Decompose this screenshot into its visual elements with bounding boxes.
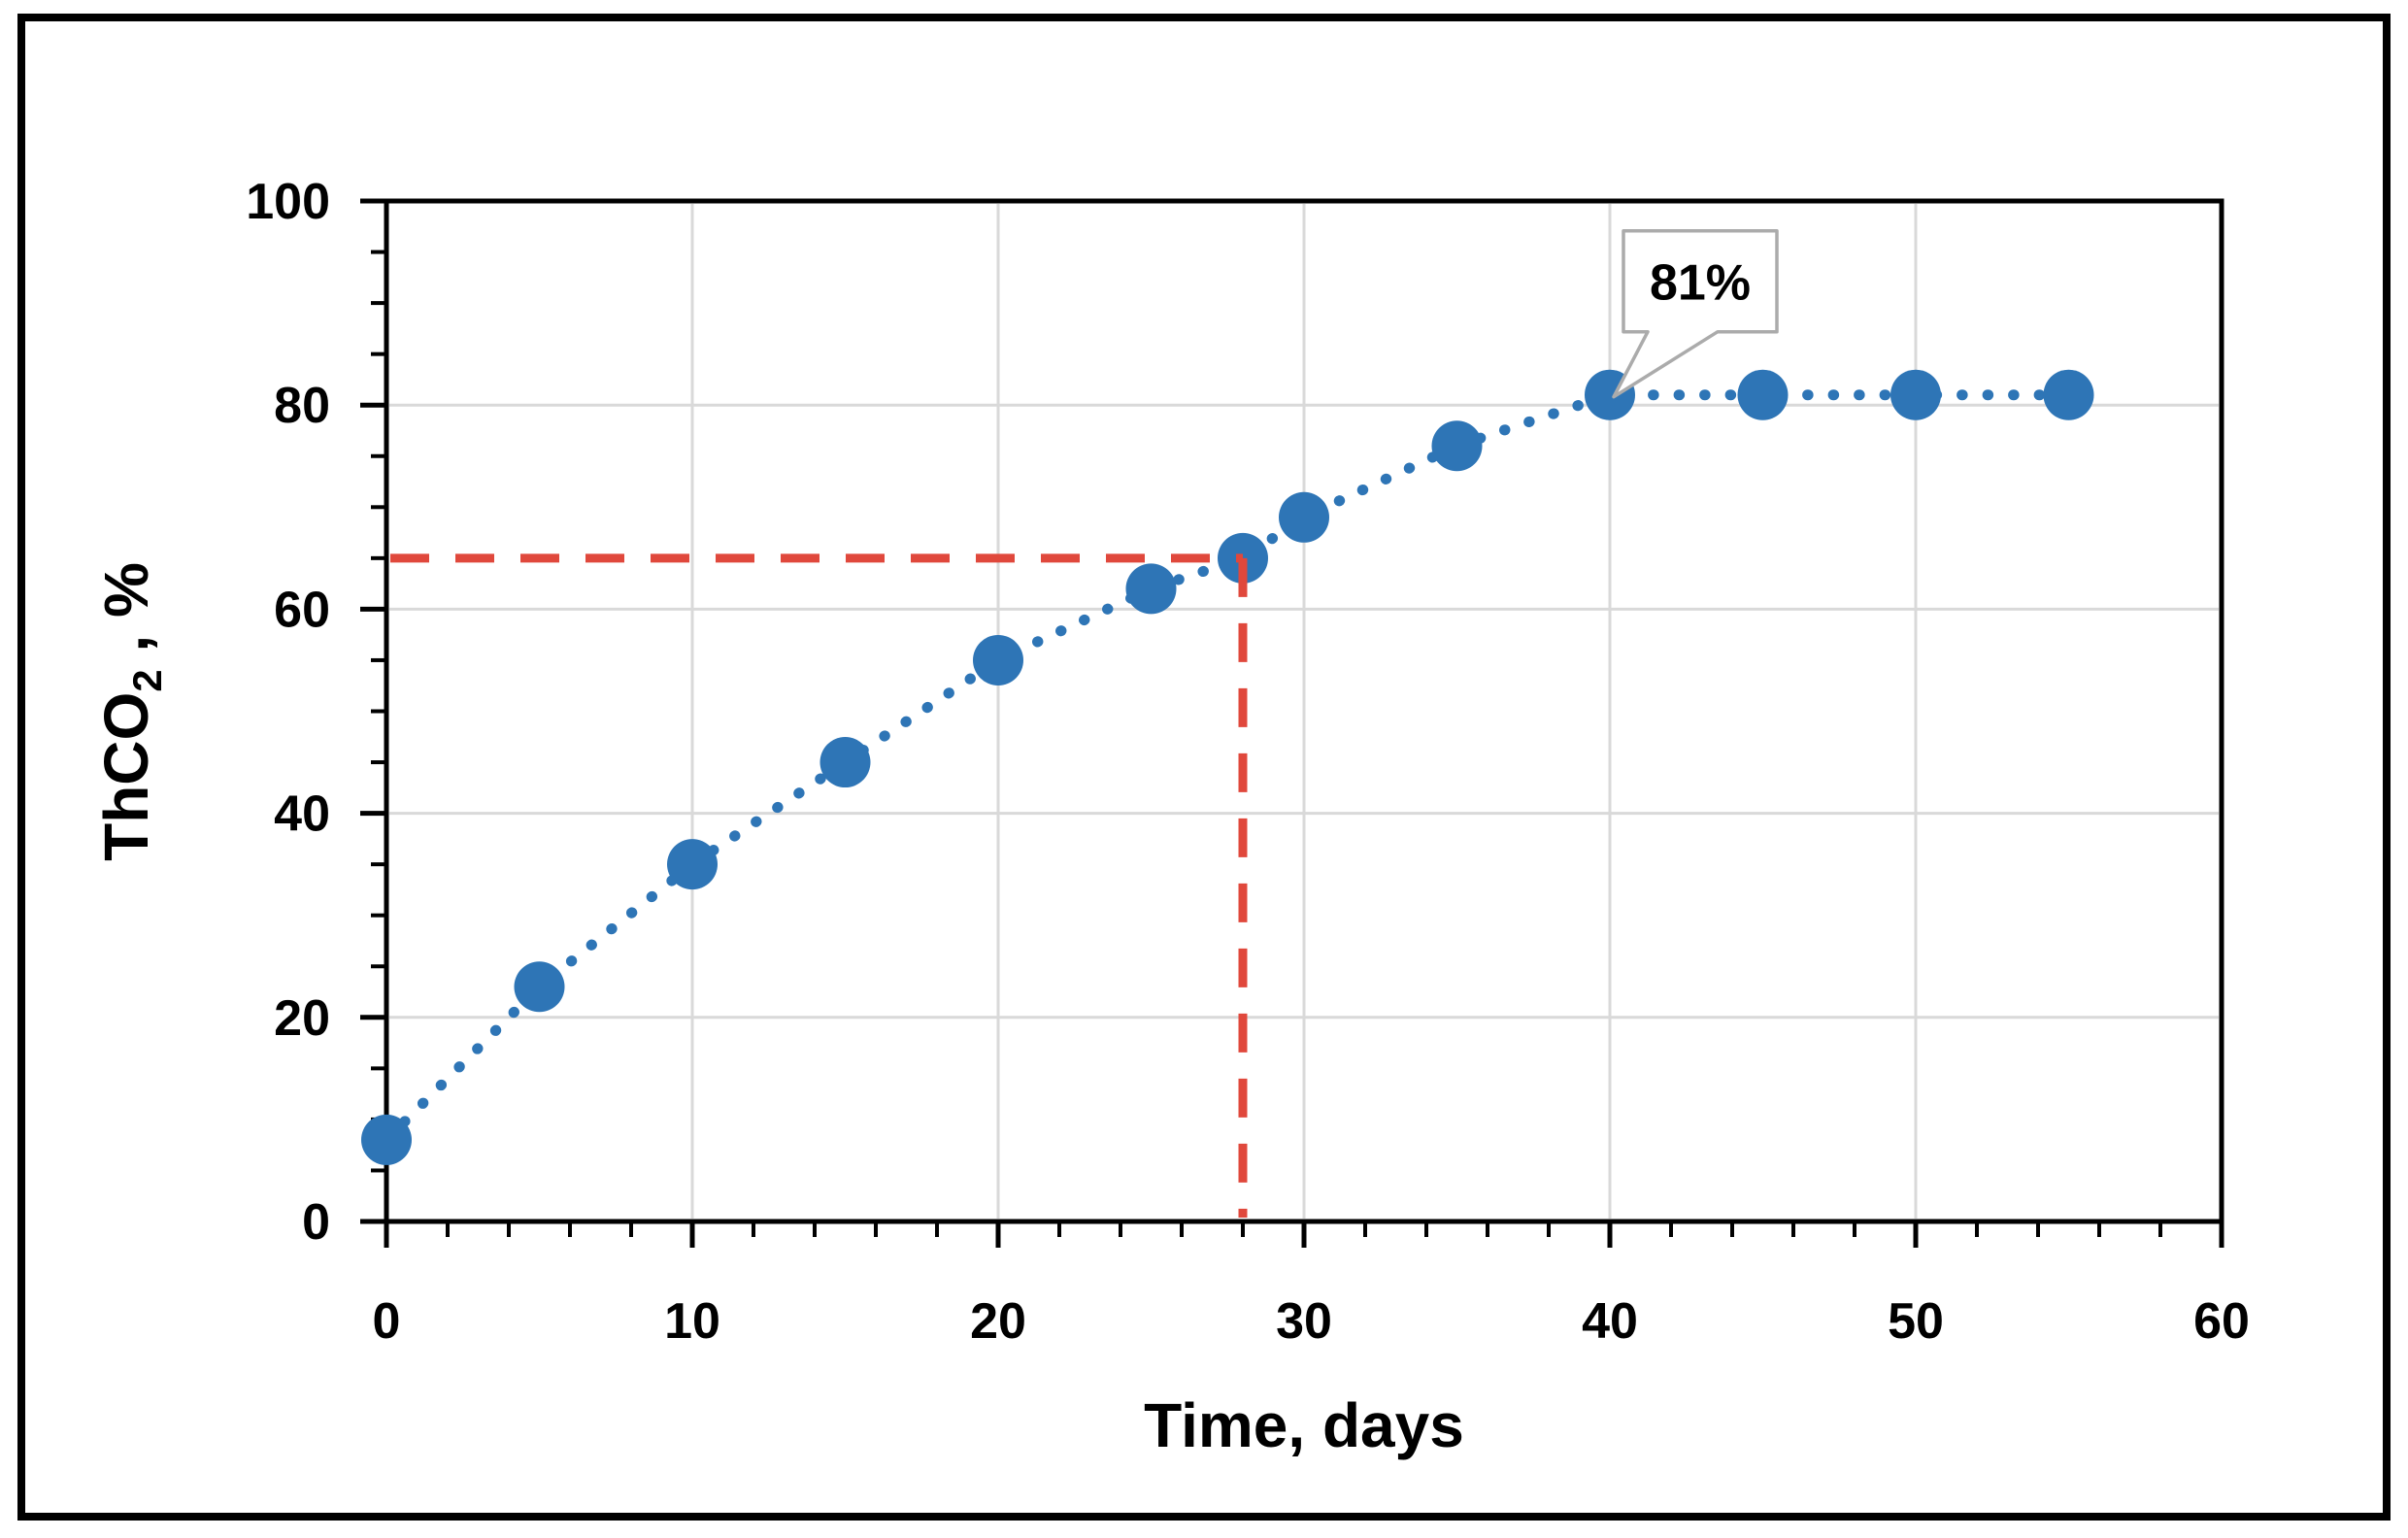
data-point-marker (1279, 491, 1329, 543)
x-tick-label-30: 30 (1276, 1293, 1332, 1350)
x-axis-title: Time, days (1144, 1390, 1464, 1460)
data-point-marker (1890, 369, 1941, 420)
data-point-marker (667, 839, 718, 890)
data-point-marker (1431, 420, 1483, 472)
data-point-marker (514, 961, 565, 1013)
callout-group: 81% (1612, 228, 1779, 399)
x-tick-label-60: 60 (2193, 1293, 2250, 1350)
callout-text: 81% (1650, 255, 1751, 312)
axis-tick-labels: 0 10 20 30 40 50 60 0 20 40 60 80 100 (246, 174, 2250, 1350)
data-point-marker (973, 634, 1023, 685)
data-point-marker (819, 737, 871, 788)
axis-ticks (360, 198, 2224, 1248)
x-tick-label-50: 50 (1888, 1293, 1944, 1350)
y-tick-label-0: 0 (302, 1194, 330, 1251)
series-dotted-line (381, 389, 2074, 1146)
x-tick-label-0: 0 (373, 1293, 401, 1350)
data-point-marker (1125, 563, 1177, 615)
y-tick-label-20: 20 (274, 990, 330, 1047)
y-tick-label-40: 40 (274, 786, 330, 843)
data-point-marker (1737, 369, 1789, 420)
reference-lines-group (390, 553, 1248, 1218)
x-tick-label-40: 40 (1582, 1293, 1638, 1350)
y-tick-label-80: 80 (274, 378, 330, 434)
figure-border (17, 14, 2391, 1521)
x-tick-label-10: 10 (664, 1293, 720, 1350)
gridlines (389, 204, 2219, 1219)
series-group (361, 369, 2094, 1165)
y-tick-label-60: 60 (274, 582, 330, 638)
x-tick-label-20: 20 (970, 1293, 1026, 1350)
y-tick-label-100: 100 (246, 174, 330, 230)
callout-bubble (1612, 228, 1779, 399)
data-point-marker (2043, 369, 2094, 420)
y-axis-title: ThCO2 , % (91, 562, 170, 861)
data-point-marker (361, 1114, 412, 1165)
